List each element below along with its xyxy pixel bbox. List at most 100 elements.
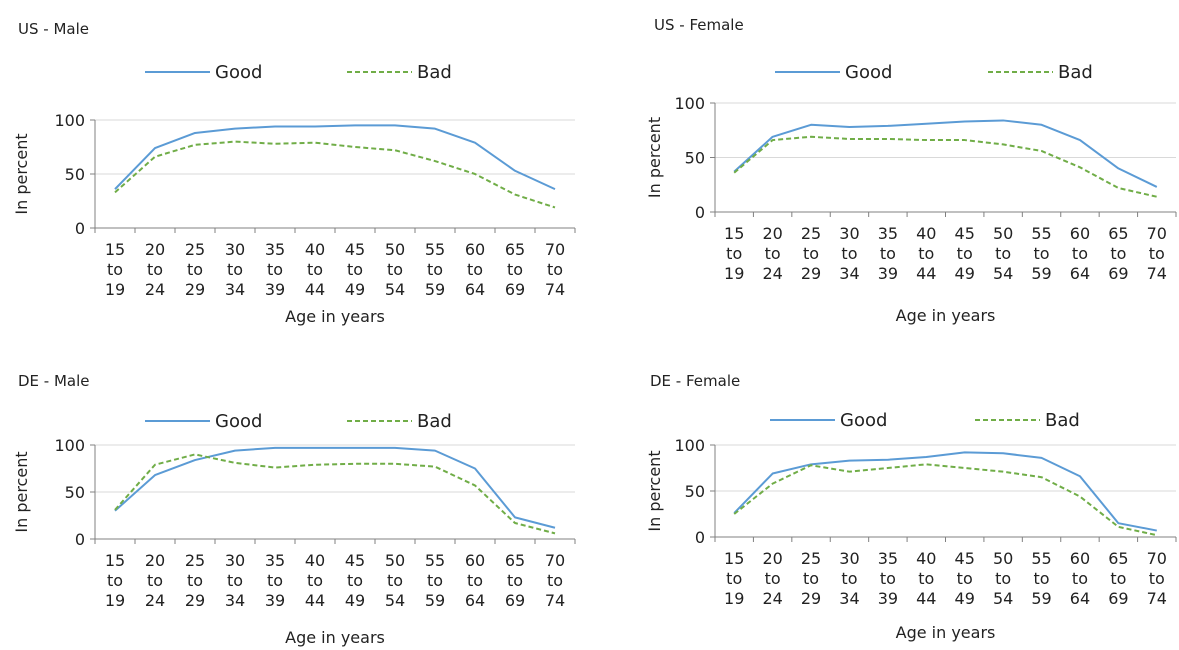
x-tick-label: 20 to 24 [145, 240, 165, 299]
series-line-good [114, 124, 556, 191]
x-tick-label: 30 to 34 [839, 549, 859, 608]
series-line-good [733, 119, 1158, 188]
x-tick-label: 45 to 49 [345, 551, 365, 610]
data-point-good [1002, 452, 1004, 454]
x-tick-label: 70 to 74 [1147, 549, 1167, 608]
series-line-good [114, 446, 556, 529]
data-point-bad [1041, 476, 1043, 478]
x-tick-label: 15 to 19 [105, 551, 125, 610]
data-point-good [772, 473, 774, 475]
x-tick-label: 50 to 54 [385, 551, 405, 610]
data-point-good [848, 460, 850, 462]
x-tick-label: 65 to 69 [505, 240, 525, 299]
legend-label-good: Good [840, 410, 887, 431]
legend-label-good: Good [215, 62, 262, 83]
data-point-good [925, 456, 927, 458]
y-tick-label: 0 [695, 203, 705, 222]
legend-label-good: Good [845, 62, 892, 83]
data-point-bad [1156, 534, 1158, 536]
x-tick-label: 55 to 59 [1031, 549, 1051, 608]
data-point-bad [925, 463, 927, 465]
chart-title-us-male: US - Male [18, 20, 89, 38]
x-tick-label: 40 to 44 [305, 551, 325, 610]
x-tick-label: 45 to 49 [955, 224, 975, 283]
x-tick-label: 70 to 74 [1147, 224, 1167, 283]
data-point-good [964, 451, 966, 453]
x-tick-label: 50 to 54 [993, 549, 1013, 608]
legend-label-bad: Bad [417, 411, 452, 432]
x-tick-label: 35 to 39 [878, 224, 898, 283]
x-tick-label: 25 to 29 [185, 240, 205, 299]
y-tick-label: 100 [674, 94, 705, 113]
series-line-bad [114, 140, 556, 209]
y-tick-label: 100 [674, 436, 705, 455]
x-tick-label: 15 to 19 [724, 224, 744, 283]
data-point-good [1041, 457, 1043, 459]
x-tick-label: 60 to 64 [1070, 224, 1090, 283]
legend-label-good: Good [215, 411, 262, 432]
data-point-good [1117, 522, 1119, 524]
x-axis-label: Age in years [896, 306, 996, 325]
y-axis-label: In percent [12, 451, 31, 532]
x-tick-label: 40 to 44 [916, 549, 936, 608]
x-tick-label: 25 to 29 [801, 549, 821, 608]
x-tick-label: 20 to 24 [762, 549, 782, 608]
x-axis-label: Age in years [896, 623, 996, 642]
x-tick-label: 65 to 69 [1108, 224, 1128, 283]
x-tick-label: 70 to 74 [545, 551, 565, 610]
legend-label-bad: Bad [1045, 410, 1080, 431]
data-point-bad [1117, 526, 1119, 528]
data-point-bad [1079, 496, 1081, 498]
series-line-bad [733, 463, 1158, 537]
y-tick-label: 50 [685, 149, 705, 168]
y-tick-label: 50 [685, 482, 705, 501]
x-tick-label: 45 to 49 [345, 240, 365, 299]
y-tick-label: 100 [54, 436, 85, 455]
data-point-good [1079, 475, 1081, 477]
chart-title-de-female: DE - Female [650, 372, 741, 390]
x-tick-label: 35 to 39 [878, 549, 898, 608]
x-tick-label: 30 to 34 [225, 551, 245, 610]
series-line-bad [114, 453, 556, 535]
data-point-bad [810, 464, 812, 466]
chart-title-de-male: DE - Male [18, 372, 90, 390]
y-tick-label: 0 [75, 530, 85, 549]
x-tick-label: 60 to 64 [465, 551, 485, 610]
x-tick-label: 50 to 54 [993, 224, 1013, 283]
x-tick-label: 15 to 19 [724, 549, 744, 608]
data-point-good [887, 459, 889, 461]
data-point-bad [1002, 471, 1004, 473]
y-tick-label: 0 [695, 528, 705, 547]
x-tick-label: 40 to 44 [305, 240, 325, 299]
y-tick-label: 50 [65, 483, 85, 502]
x-tick-label: 55 to 59 [425, 240, 445, 299]
chart-title-us-female: US - Female [654, 16, 744, 34]
x-tick-label: 55 to 59 [1031, 224, 1051, 283]
y-tick-label: 0 [75, 219, 85, 238]
x-tick-label: 70 to 74 [545, 240, 565, 299]
x-tick-label: 65 to 69 [505, 551, 525, 610]
x-tick-label: 20 to 24 [762, 224, 782, 283]
x-tick-label: 25 to 29 [185, 551, 205, 610]
data-point-bad [772, 483, 774, 485]
x-axis-label: Age in years [285, 628, 385, 647]
x-tick-label: 65 to 69 [1108, 549, 1128, 608]
x-tick-label: 50 to 54 [385, 240, 405, 299]
y-axis-label: In percent [645, 117, 664, 198]
data-point-bad [733, 513, 735, 515]
legend-label-bad: Bad [1058, 62, 1093, 83]
x-tick-label: 40 to 44 [916, 224, 936, 283]
data-point-good [1156, 530, 1158, 532]
x-axis-label: Age in years [285, 307, 385, 326]
x-tick-label: 30 to 34 [225, 240, 245, 299]
data-point-bad [887, 467, 889, 469]
x-tick-label: 35 to 39 [265, 240, 285, 299]
x-tick-label: 35 to 39 [265, 551, 285, 610]
data-point-bad [964, 467, 966, 469]
y-axis-label: In percent [12, 133, 31, 214]
series-line-bad [733, 135, 1158, 198]
